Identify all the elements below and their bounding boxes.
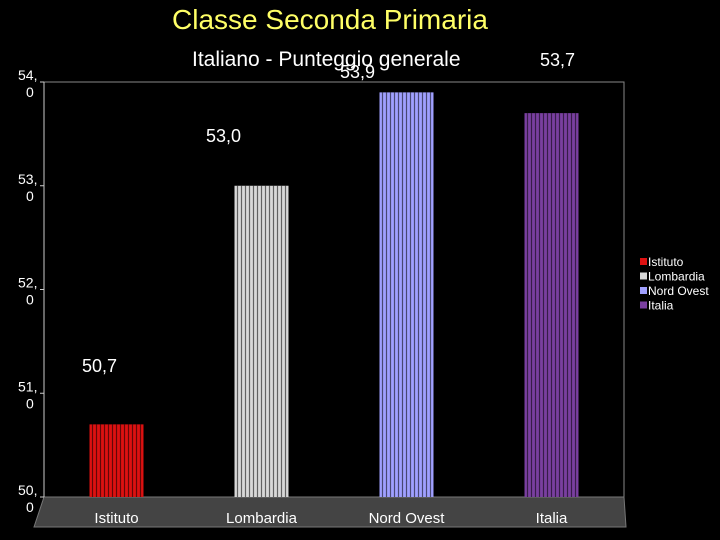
legend-swatch	[640, 272, 647, 280]
x-tick-label: Istituto	[94, 510, 138, 527]
legend-swatch	[640, 258, 647, 265]
bar-nord-ovest	[379, 92, 434, 497]
chart-title: Italiano - Punteggio generale	[192, 48, 461, 71]
data-label: 53,7	[540, 50, 575, 70]
bar-lombardia	[234, 185, 289, 497]
legend-label: Nord Ovest	[648, 284, 709, 298]
y-tick-label: 53, 0	[18, 171, 37, 204]
y-tick-label: 51, 0	[18, 378, 37, 411]
legend-swatch	[640, 287, 647, 294]
y-tick-label: 50, 0	[18, 482, 37, 515]
y-tick-label: 54, 0	[18, 67, 37, 100]
legend-label: Italia	[648, 299, 674, 313]
bar-istituto	[89, 424, 144, 497]
x-tick-label: Lombardia	[226, 510, 298, 527]
data-label: 50,7	[82, 356, 117, 376]
legend-label: Lombardia	[648, 270, 705, 284]
y-tick-label: 52, 0	[18, 275, 37, 308]
legend-label: Istituto	[648, 255, 684, 269]
x-tick-label: Italia	[536, 510, 568, 527]
data-label: 53,9	[340, 62, 375, 82]
data-label: 53,0	[206, 126, 241, 146]
bar-italia	[524, 113, 579, 497]
slide-title: Classe Seconda Primaria	[172, 4, 488, 35]
x-tick-label: Nord Ovest	[369, 510, 446, 527]
legend-swatch	[640, 301, 647, 309]
